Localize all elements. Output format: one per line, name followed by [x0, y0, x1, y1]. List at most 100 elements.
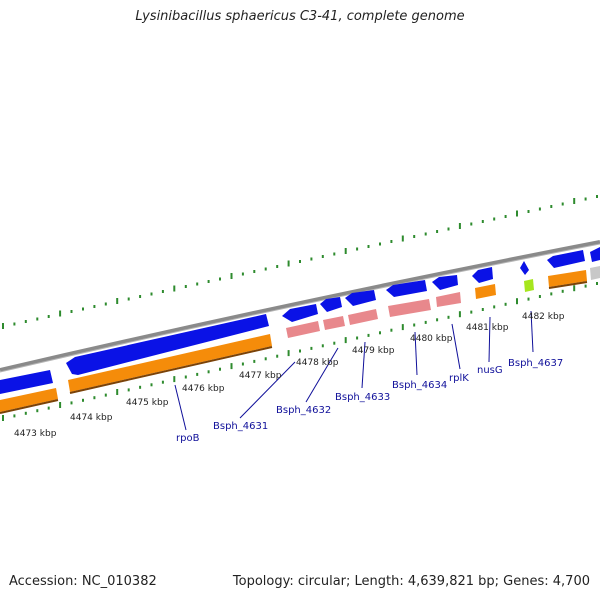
- gc-tick-mark: [538, 295, 541, 298]
- gc-tick-mark: [299, 260, 301, 263]
- genome-backbone: [0, 240, 600, 372]
- gc-tick-mark: [390, 240, 393, 243]
- scale-tick-label: 4482 kbp: [522, 312, 565, 322]
- gene-feature[interactable]: [286, 321, 320, 338]
- gc-tick-mark: [139, 385, 142, 389]
- forward-strand-genes: [0, 247, 600, 394]
- gc-tick-mark: [2, 323, 4, 329]
- gene-feature[interactable]: [524, 279, 534, 292]
- gc-tick-mark: [13, 414, 16, 418]
- gene-feature[interactable]: [548, 270, 587, 287]
- gc-tick-mark: [561, 289, 564, 293]
- gc-tick-mark: [379, 242, 381, 246]
- gene-label[interactable]: rpoB: [176, 433, 200, 444]
- gene-feature[interactable]: [388, 299, 431, 317]
- gc-tick-mark: [573, 198, 576, 204]
- gene-feature[interactable]: [547, 250, 585, 268]
- gc-tick-mark: [379, 331, 381, 335]
- gc-tick-mark: [116, 298, 119, 304]
- gc-tick-mark: [527, 210, 530, 213]
- gene-feature[interactable]: [0, 370, 53, 394]
- gc-tick-mark: [321, 255, 324, 258]
- gene-feature[interactable]: [472, 267, 493, 283]
- gene-feature[interactable]: [345, 290, 376, 306]
- gc-tick-mark: [241, 272, 244, 276]
- gene-label[interactable]: Bsph_4633: [335, 392, 390, 403]
- gene-feature[interactable]: [432, 275, 458, 290]
- gc-tick-mark: [516, 210, 518, 217]
- label-leaders: [174, 310, 534, 431]
- gene-feature[interactable]: [590, 247, 600, 262]
- gc-tick-mark: [150, 383, 153, 387]
- gc-tick-mark: [24, 411, 27, 415]
- gene-feature[interactable]: [590, 266, 600, 280]
- gc-tick-mark: [504, 215, 507, 218]
- gc-tick-mark: [241, 362, 244, 366]
- gc-tick-mark: [447, 315, 450, 319]
- gc-tick-mark: [470, 222, 473, 226]
- gc-tick-mark: [230, 273, 233, 279]
- gene-label[interactable]: Bsph_4634: [392, 380, 447, 391]
- gc-tick-mark: [424, 232, 427, 236]
- gc-tick-mark: [481, 220, 484, 223]
- gc-tick-mark: [184, 285, 187, 288]
- gc-tick-mark: [550, 292, 553, 296]
- gene-feature[interactable]: [320, 297, 342, 312]
- gene-feature[interactable]: [520, 261, 529, 275]
- gc-tick-mark: [596, 195, 598, 198]
- gene-feature[interactable]: [348, 309, 378, 325]
- gc-tick-mark: [104, 302, 107, 306]
- gc-tick-mark: [253, 270, 256, 273]
- gc-tick-mark: [470, 310, 473, 314]
- gene-label[interactable]: Bsph_4631: [213, 421, 268, 432]
- gc-tick-mark: [458, 311, 461, 318]
- scale-tick-label: 4481 kbp: [466, 323, 509, 333]
- gc-tick-mark: [70, 310, 73, 313]
- gene-feature[interactable]: [0, 388, 58, 412]
- gc-tick-mark: [333, 252, 336, 256]
- gene-label[interactable]: nusG: [477, 365, 503, 376]
- gc-tick-mark: [219, 277, 221, 281]
- gene-feature[interactable]: [68, 334, 272, 392]
- scale-tick-label: 4479 kbp: [352, 346, 395, 356]
- gc-tick-mark: [82, 307, 84, 311]
- gc-tick-mark: [493, 217, 496, 221]
- gc-tick-mark: [481, 308, 484, 311]
- gc-tick-mark: [161, 380, 164, 384]
- gc-tick-mark: [527, 297, 530, 301]
- gc-tick-mark: [173, 376, 176, 383]
- gc-tick-mark: [550, 205, 553, 208]
- gc-tick-mark: [356, 336, 359, 340]
- gene-feature[interactable]: [386, 280, 427, 297]
- gene-feature[interactable]: [66, 314, 269, 375]
- gc-tick-mark: [367, 333, 370, 337]
- gc-tick-mark: [161, 290, 164, 293]
- gc-tick-mark: [82, 398, 84, 402]
- gene-label[interactable]: rplK: [449, 373, 469, 384]
- gene-feature[interactable]: [282, 304, 318, 322]
- gc-tick-mark: [139, 295, 142, 298]
- accession-text: Accession: NC_010382: [9, 574, 157, 589]
- gc-tick-mark: [333, 341, 336, 345]
- gc-tick-mark: [196, 372, 199, 376]
- scale-tick-label: 4477 kbp: [239, 371, 282, 381]
- gc-tick-mark: [584, 284, 587, 288]
- gc-tick-mark: [413, 323, 416, 327]
- gc-tick-mark: [504, 302, 507, 306]
- gc-tick-mark: [47, 315, 50, 318]
- gc-tick-mark: [321, 344, 324, 348]
- gc-tick-mark: [116, 389, 119, 395]
- gene-feature[interactable]: [323, 316, 345, 330]
- gc-tick-mark: [207, 280, 210, 283]
- gc-tick-mark: [344, 337, 347, 344]
- gene-feature[interactable]: [436, 292, 461, 307]
- gc-tick-mark: [299, 349, 301, 353]
- gc-tick-mark: [401, 235, 404, 242]
- gene-label[interactable]: Bsph_4637: [508, 358, 563, 369]
- gc-tick-mark: [93, 305, 96, 308]
- inner-gc-dots: [2, 282, 598, 421]
- scale-tick-label: 4476 kbp: [182, 384, 225, 394]
- gene-feature[interactable]: [475, 284, 496, 299]
- gene-label[interactable]: Bsph_4632: [276, 405, 331, 416]
